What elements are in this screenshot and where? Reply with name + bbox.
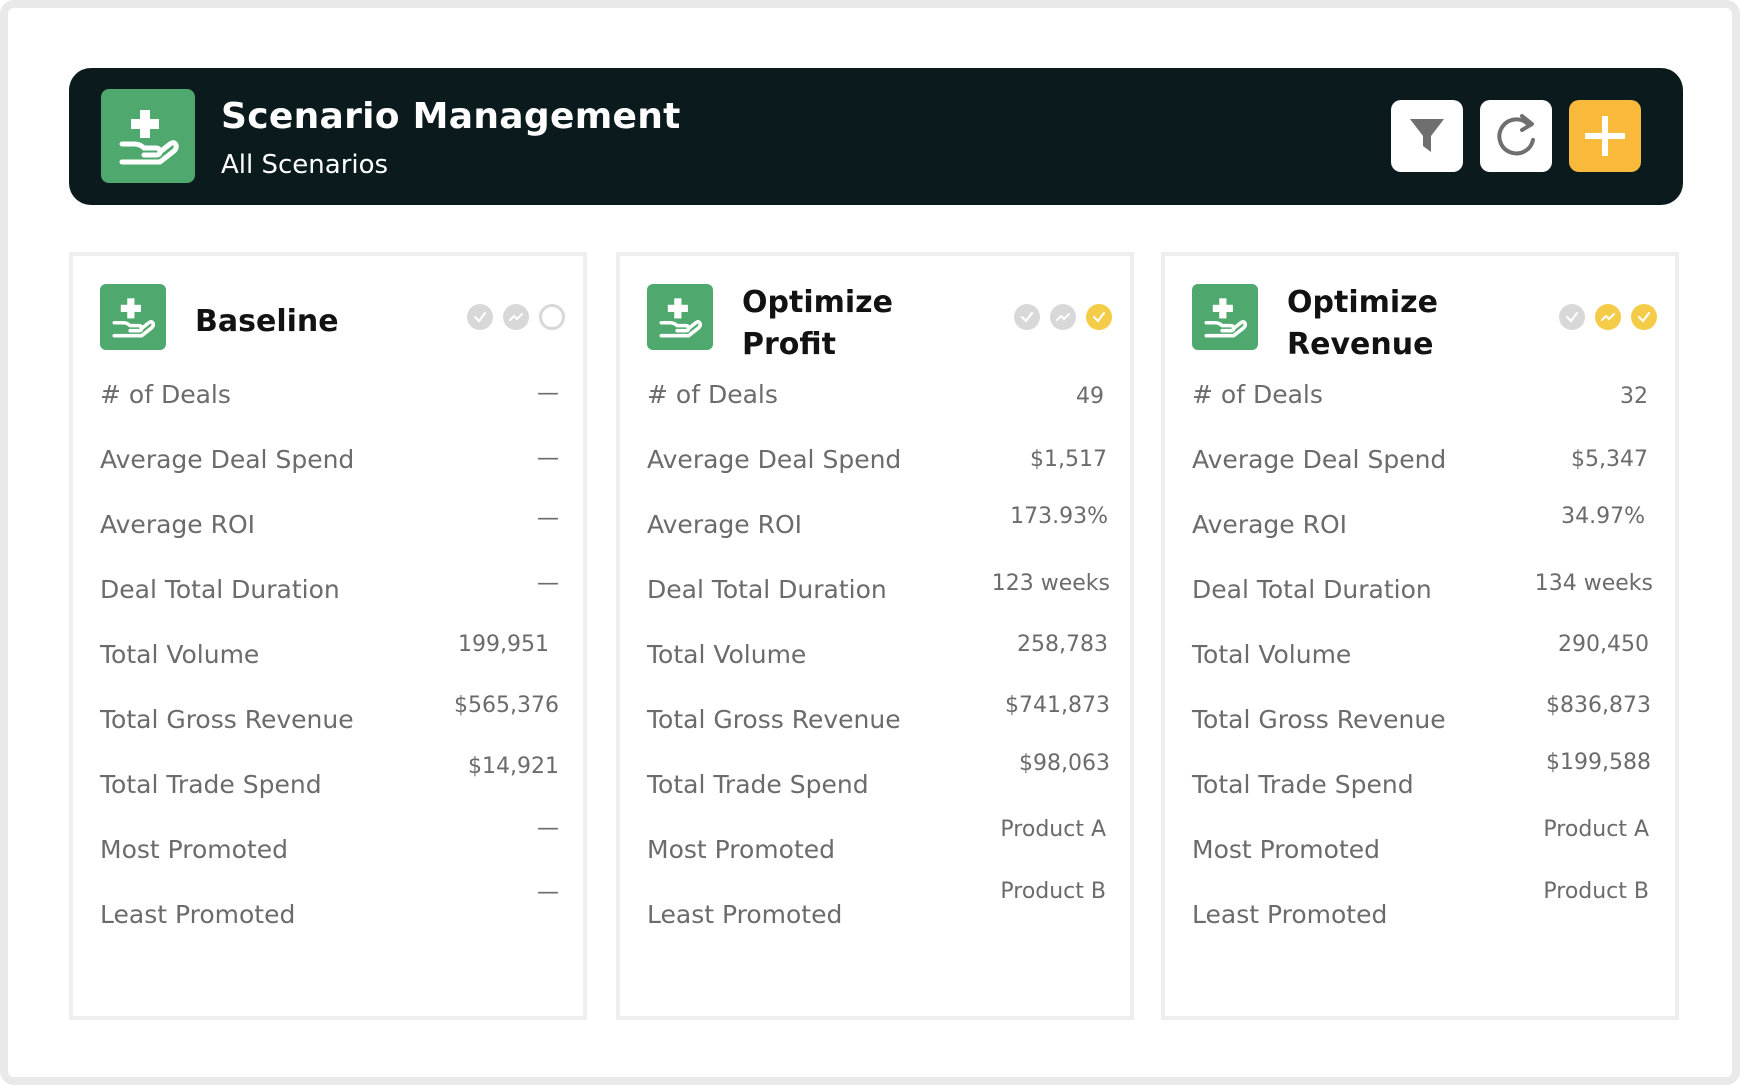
metric-label: Average ROI [1192,510,1348,539]
metric-value: 123 weeks [991,571,1110,596]
metric-value: $1,517 [1030,447,1107,472]
metric-value: $565,376 [454,693,559,718]
metrics-list: # of Deals 32 Average Deal Spend $5,347 … [1165,256,1675,1016]
filter-button[interactable] [1391,100,1463,172]
metric-label: Total Gross Revenue [647,705,901,734]
metric-label: Total Volume [647,640,807,669]
metrics-list: # of Deals — Average Deal Spend — Averag… [73,256,583,1016]
metric-value: $98,063 [1019,751,1110,776]
metric-value: — [537,816,559,841]
metric-value: — [537,880,559,905]
scenario-card-optimize-profit[interactable]: Optimize Profit # of Deals 49 Average De… [616,252,1134,1020]
metric-label: Total Volume [1192,640,1352,669]
metric-value: 199,951 [458,632,549,657]
status-icons [1014,304,1112,330]
metric-label: # of Deals [100,380,231,409]
metric-value: 49 [1076,384,1104,409]
metric-value: Product B [1543,879,1649,904]
hand-plus-icon [647,284,713,350]
metrics-list: # of Deals 49 Average Deal Spend $1,517 … [620,256,1130,1016]
hand-plus-icon [100,284,166,350]
page-title: Scenario Management [221,96,681,137]
metric-value: Product A [1000,817,1106,842]
card-title: Optimize Revenue [1287,285,1438,362]
trend-icon[interactable] [1050,304,1076,330]
metric-label: Least Promoted [1192,900,1388,929]
metric-value: $14,921 [468,754,559,779]
metric-value: $741,873 [1005,693,1110,718]
metric-value: $836,873 [1546,693,1651,718]
metric-label: Deal Total Duration [1192,575,1432,604]
status-icons [1559,304,1657,330]
metric-label: Average Deal Spend [1192,445,1447,474]
metric-value: — [537,506,559,531]
check-icon[interactable] [1559,304,1585,330]
metric-label: # of Deals [647,380,778,409]
check-icon[interactable] [467,304,493,330]
metric-label: Average ROI [100,510,256,539]
check-icon[interactable] [1014,304,1040,330]
metric-label: Least Promoted [647,900,843,929]
metric-label: Deal Total Duration [647,575,887,604]
metric-label: # of Deals [1192,380,1323,409]
scenario-card-baseline[interactable]: Baseline # of Deals — Average Deal Spend… [69,252,587,1020]
metric-value: 134 weeks [1534,571,1653,596]
metric-label: Least Promoted [100,900,296,929]
metric-label: Most Promoted [647,835,836,864]
metric-value: $5,347 [1571,447,1648,472]
metric-value: 258,783 [1017,632,1108,657]
page-subtitle: All Scenarios [221,150,389,180]
metric-label: Total Gross Revenue [1192,705,1446,734]
trend-icon[interactable] [503,304,529,330]
metric-value: 34.97% [1561,504,1645,529]
card-title: Baseline [195,304,339,339]
metric-value: — [537,571,559,596]
metric-value: 173.93% [1010,504,1108,529]
metric-label: Most Promoted [100,835,289,864]
refresh-button[interactable] [1480,100,1552,172]
metric-label: Total Trade Spend [647,770,869,799]
metric-value: — [537,381,559,406]
metric-value: Product B [1000,879,1106,904]
metric-value: Product A [1543,817,1649,842]
plus-icon [1585,116,1625,156]
circle-icon[interactable] [539,304,565,330]
metric-value: $199,588 [1546,750,1651,775]
check-icon[interactable] [1086,304,1112,330]
check-icon[interactable] [1631,304,1657,330]
metric-value: — [537,446,559,471]
metric-label: Total Trade Spend [1192,770,1414,799]
metric-label: Most Promoted [1192,835,1381,864]
add-scenario-button[interactable] [1569,100,1641,172]
metric-label: Average Deal Spend [647,445,902,474]
filter-icon [1410,119,1444,152]
metric-label: Total Gross Revenue [100,705,354,734]
trend-icon[interactable] [1595,304,1621,330]
metric-label: Deal Total Duration [100,575,340,604]
metric-label: Average Deal Spend [100,445,355,474]
metric-label: Average ROI [647,510,803,539]
refresh-icon [1497,114,1535,156]
metric-value: 290,450 [1558,632,1649,657]
metric-value: 32 [1620,384,1648,409]
status-icons [467,304,565,330]
page-header: Scenario Management All Scenarios [69,68,1683,205]
metric-label: Total Volume [100,640,260,669]
scenario-card-optimize-revenue[interactable]: Optimize Revenue # of Deals 32 Average D… [1161,252,1679,1020]
metric-label: Total Trade Spend [100,770,322,799]
card-title: Optimize Profit [742,285,893,362]
hand-plus-icon [101,89,195,183]
hand-plus-icon [1192,284,1258,350]
